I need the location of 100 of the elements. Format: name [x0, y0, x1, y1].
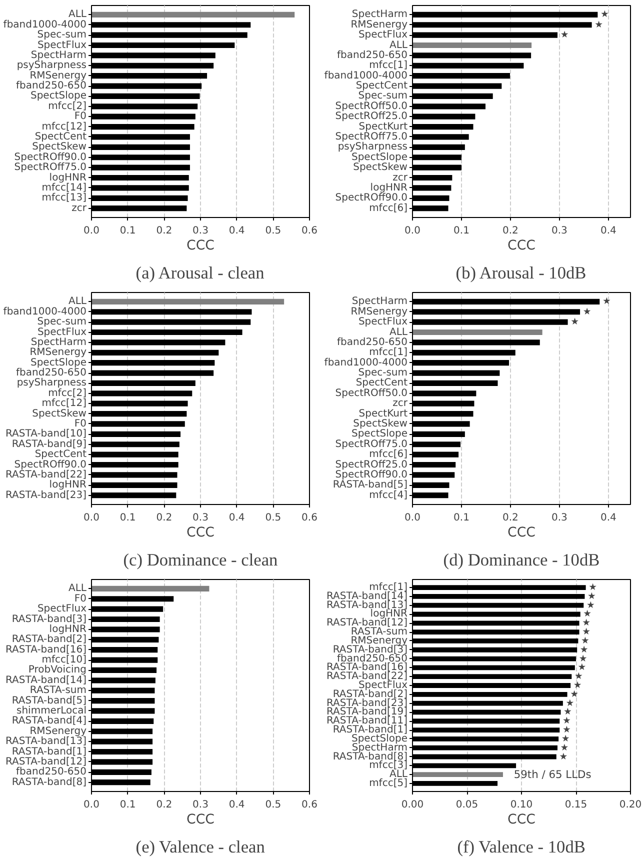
- text: (c) Dominance - clean: [123, 550, 278, 570]
- y-tick-label: mfcc[12]: [42, 121, 87, 132]
- x-tick-label: 0.1: [454, 226, 470, 236]
- data-label: ★: [560, 742, 569, 754]
- y-tick-label: ALL: [390, 40, 408, 51]
- y-tick-label: logHNR: [370, 608, 408, 620]
- y-tick-label: RASTA-band[14]: [6, 674, 87, 686]
- y-tick-label: RASTA-band[13]: [326, 600, 408, 611]
- y-tick-label: RASTA-band[3]: [332, 644, 408, 656]
- data-label: ★: [582, 626, 590, 638]
- x-tick-label: 0.0: [84, 512, 100, 524]
- x-tick-label: 0.5: [265, 512, 282, 524]
- text: (a) Arousal - clean: [136, 264, 265, 282]
- y-tick-label: mfcc[13]: [42, 192, 87, 204]
- x-tick-label: 0.4: [228, 226, 245, 236]
- x-tick-label: 0.4: [600, 512, 616, 524]
- x-tick-label: 0.6: [302, 512, 318, 524]
- y-tick-label: SpectROff75.0: [14, 162, 87, 174]
- y-tick-label: mfcc[10]: [42, 654, 87, 666]
- x-tick-label: 0.6: [302, 800, 318, 810]
- y-tick-label: mfcc[5]: [369, 778, 408, 789]
- data-label: ★: [594, 19, 603, 30]
- data-label: ★: [564, 706, 572, 718]
- x-tick-label: 0.20: [619, 800, 642, 810]
- x-tick-label: 0.0: [404, 512, 420, 524]
- y-tick-label: mfcc[2]: [48, 388, 87, 399]
- y-tick-label: F0: [74, 418, 87, 430]
- y-tick-label: logHNR: [49, 624, 87, 635]
- y-tick-label: RASTA-band[16]: [6, 644, 87, 656]
- y-tick-label: mfcc[14]: [42, 182, 87, 194]
- x-axis-title: CCC: [508, 238, 536, 254]
- x-tick-label: 0.1: [120, 800, 136, 810]
- y-tick-label: RMSenergy: [30, 726, 87, 737]
- y-tick-label: RASTA-band[14]: [326, 590, 408, 602]
- data-label: ★: [583, 608, 592, 620]
- y-tick-label: ProbVoicing: [28, 664, 87, 676]
- data-label: ★: [578, 662, 586, 674]
- x-tick-label: 0.2: [156, 226, 172, 236]
- x-tick-label: 0.4: [228, 800, 245, 810]
- y-tick-label: SpectCent: [356, 378, 408, 389]
- y-tick-label: SpectKurt: [358, 121, 408, 132]
- text: (d) Dominance - 10dB: [443, 550, 600, 570]
- y-tick-label: SpectROff90.0: [14, 152, 87, 163]
- y-tick-label: psySharpness: [16, 60, 87, 72]
- y-tick-label: RMSenergy: [30, 70, 87, 82]
- x-tick-label: 0.0: [84, 226, 100, 236]
- y-tick-label: RASTA-band[3]: [12, 614, 87, 625]
- data-label: ★: [562, 716, 571, 727]
- x-tick-label: 0.1: [120, 512, 136, 524]
- y-tick-label: RASTA-band[1]: [12, 746, 87, 758]
- y-tick-label: SpectSlope: [30, 357, 87, 368]
- y-tick-label: SpectSkew: [353, 418, 408, 430]
- y-tick-label: RMSenergy: [30, 347, 87, 358]
- data-label: ★: [570, 316, 579, 328]
- y-tick-label: SpectFlux: [37, 40, 87, 51]
- x-tick-label: 0.6: [302, 226, 318, 236]
- y-tick-label: RASTA-band[5]: [12, 695, 87, 706]
- x-tick-label: 0.2: [502, 512, 518, 524]
- x-axis-title: CCC: [186, 812, 214, 828]
- y-tick-label: SpectROff50.0: [335, 100, 408, 112]
- data-label: ★: [586, 600, 595, 611]
- y-tick-label: F0: [74, 111, 87, 122]
- data-label: ★: [600, 9, 609, 20]
- y-tick-label: logHNR: [49, 172, 87, 184]
- y-tick-label: SpectFlux: [358, 680, 408, 691]
- x-axis-title: CCC: [508, 812, 536, 828]
- y-tick-label: mfcc[2]: [48, 100, 87, 112]
- y-tick-label: RMSenergy: [350, 19, 408, 30]
- y-tick-label: fband1000-4000: [3, 19, 87, 30]
- data-label: ★: [582, 306, 592, 318]
- y-tick-label: SpectCent: [34, 131, 87, 142]
- y-tick-label: fband250-650: [337, 336, 408, 348]
- x-tick-label: 0.2: [502, 226, 518, 236]
- data-label: ★: [562, 724, 571, 736]
- y-tick-label: fband250-650: [16, 368, 87, 379]
- y-tick-label: RASTA-band[9]: [12, 438, 87, 450]
- y-tick-label: SpectSlope: [30, 90, 87, 102]
- x-tick-label: 0.3: [192, 800, 208, 810]
- x-tick-label: 0.1: [454, 512, 470, 524]
- x-tick-label: 0.5: [265, 800, 282, 810]
- y-tick-label: mfcc[6]: [369, 202, 408, 214]
- data-label: ★: [580, 644, 588, 656]
- text: (f) Valence - 10dB: [457, 838, 586, 856]
- y-tick-label: fband1000-4000: [324, 357, 408, 368]
- data-label: ★: [561, 733, 570, 744]
- y-tick-label: fband1000-4000: [3, 306, 87, 318]
- y-tick-label: SpectROff75.0: [335, 131, 408, 142]
- y-tick-label: SpectROff75.0: [335, 438, 408, 450]
- y-tick-label: Spec-sum: [358, 368, 408, 379]
- y-tick-label: ALL: [68, 296, 87, 308]
- y-tick-label: fband250-650: [16, 80, 87, 92]
- y-tick-label: SpectFlux: [358, 30, 408, 41]
- y-tick-label: mfcc[1]: [369, 347, 408, 358]
- y-tick-label: SpectSkew: [32, 408, 87, 420]
- data-label: ★: [566, 698, 574, 709]
- y-tick-label: RASTA-band[23]: [326, 698, 408, 709]
- y-tick-label: SpectHarm: [30, 336, 87, 348]
- x-axis-title: CCC: [186, 238, 214, 254]
- data-label: ★: [581, 635, 590, 646]
- y-tick-label: SpectFlux: [358, 316, 408, 328]
